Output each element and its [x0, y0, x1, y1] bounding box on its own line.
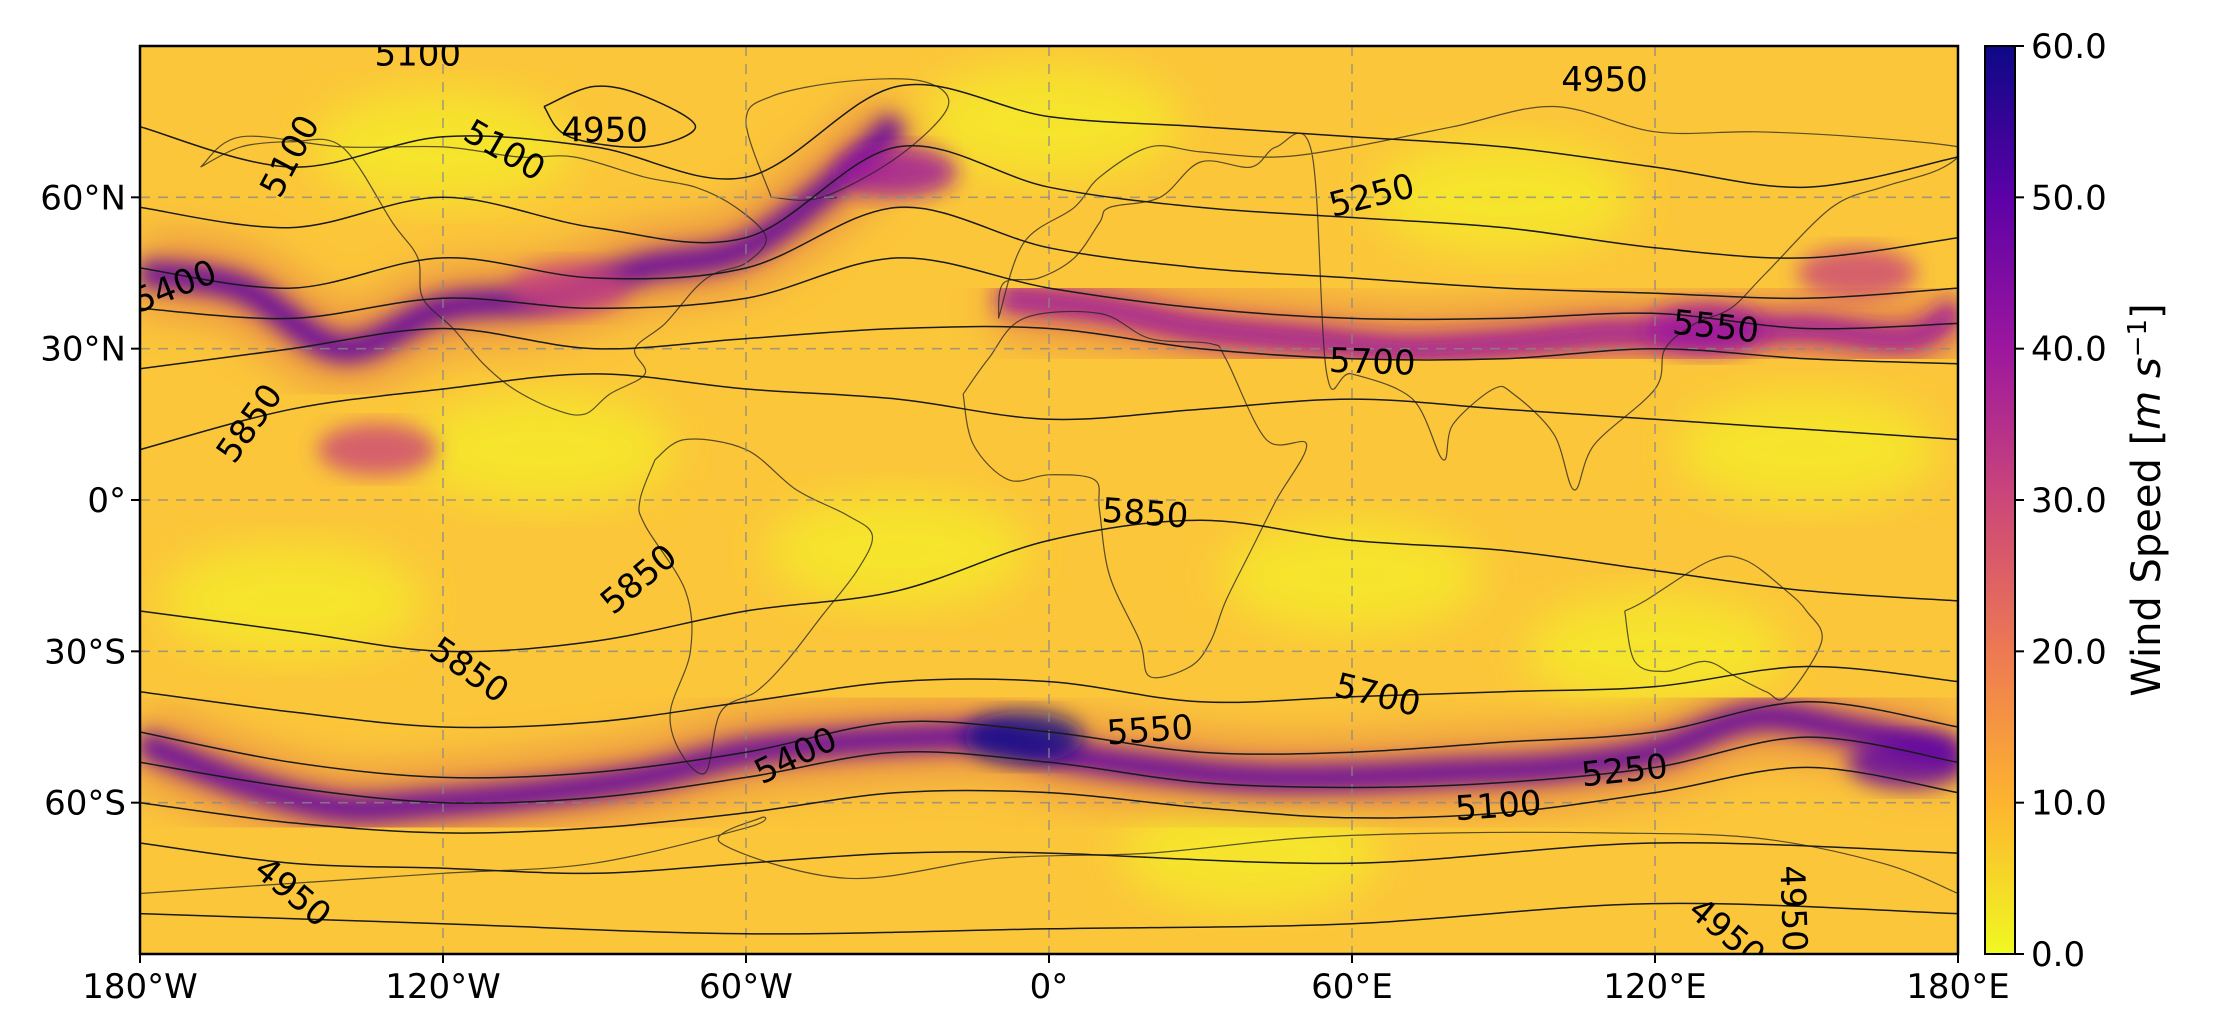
colorbar-tick-label: 10.0 — [2031, 784, 2107, 824]
x-tick-label: 60°E — [1311, 967, 1393, 1007]
wind-maximum — [1797, 247, 1917, 299]
wind-maximum — [317, 423, 438, 476]
colorbar-tick-label: 60.0 — [2031, 27, 2107, 67]
wind-speed-field — [140, 66, 1958, 909]
calm-area — [767, 495, 1028, 606]
contour-label: 5100 — [374, 35, 461, 75]
x-tick-label: 60°W — [699, 967, 793, 1007]
y-tick-label: 30°N — [40, 330, 126, 370]
colorbar-tick-label: 20.0 — [2031, 632, 2107, 672]
contour-5400 — [140, 206, 1958, 300]
colorbar-tick-label: 0.0 — [2031, 935, 2085, 975]
height-contours — [140, 83, 1958, 935]
contour-label: 5250 — [1579, 746, 1669, 795]
colorbar: 0.0 10.0 20.0 30.0 40.0 50.0 60.0 Wind Speed [… — [1984, 27, 2170, 975]
coastline-greenland — [745, 78, 950, 201]
colorbar-tick-label: 40.0 — [2031, 330, 2107, 370]
calm-area — [414, 394, 674, 505]
wind-maximum — [509, 262, 630, 315]
contour-5850 — [140, 519, 1958, 653]
contour-5550 — [140, 257, 1958, 330]
contour-4950 — [140, 902, 1958, 935]
coastline-south-america — [638, 438, 874, 775]
contour-5700 — [140, 325, 1958, 370]
coastline-africa — [962, 310, 1308, 679]
coastline-north-america — [200, 135, 767, 416]
coastline-australia — [1624, 555, 1823, 701]
calm-area — [1121, 798, 1381, 909]
contour-5250 — [140, 145, 1958, 259]
x-tick-label: 120°W — [385, 967, 501, 1007]
contour-label: 5550 — [1105, 708, 1194, 754]
calm-area — [161, 545, 422, 656]
y-tick-label: 60°N — [40, 178, 126, 218]
contour-4950 — [543, 85, 697, 148]
y-tick-label: 60°S — [44, 784, 126, 824]
calm-area — [1676, 394, 1937, 505]
contour-label: 4950 — [1771, 865, 1814, 953]
x-tick-label: 180°W — [82, 967, 198, 1007]
colorbar-gradient — [1984, 45, 2016, 955]
contour-label: 5100 — [1454, 783, 1543, 829]
wind-maximum — [1847, 736, 1958, 789]
y-tick-label: 30°S — [44, 632, 126, 672]
contour-label: 4950 — [1561, 60, 1648, 100]
y-axis-ticks: 60°N 30°N 0° 30°S 60°S — [40, 178, 140, 824]
contour-5400 — [140, 736, 1958, 804]
x-tick-label: 180°E — [1906, 967, 2009, 1007]
colorbar-ticks: 0.0 10.0 20.0 30.0 40.0 50.0 60.0 — [2015, 27, 2107, 975]
contour-5700 — [140, 665, 1958, 729]
contour-5850 — [140, 373, 1958, 451]
x-tick-label: 0° — [1030, 967, 1069, 1007]
wind-maximum — [837, 146, 958, 199]
wind-maximum — [1645, 302, 1766, 355]
colorbar-tick-label: 50.0 — [2031, 178, 2107, 218]
calm-area — [1373, 142, 1634, 253]
colorbar-tick-label: 30.0 — [2031, 481, 2107, 521]
contour-label: 5700 — [1328, 341, 1416, 384]
contour-5250 — [140, 766, 1958, 834]
contour-5550 — [140, 701, 1958, 779]
gridlines — [140, 46, 1958, 954]
colorbar-label: Wind Speed [m s−1] — [2123, 303, 2170, 696]
contour-5100 — [140, 83, 1958, 189]
wind-maximum — [963, 711, 1084, 764]
contour-label: 4950 — [561, 110, 648, 150]
contour-label: 5850 — [1100, 491, 1189, 537]
contour-5100 — [140, 842, 1958, 875]
x-axis-ticks: 180°W 120°W 60°W 0° 60°E 120°E 180°E — [82, 954, 2010, 1007]
y-tick-label: 0° — [87, 481, 126, 521]
x-tick-label: 120°E — [1603, 967, 1706, 1007]
contour-label: 5550 — [1671, 303, 1761, 352]
